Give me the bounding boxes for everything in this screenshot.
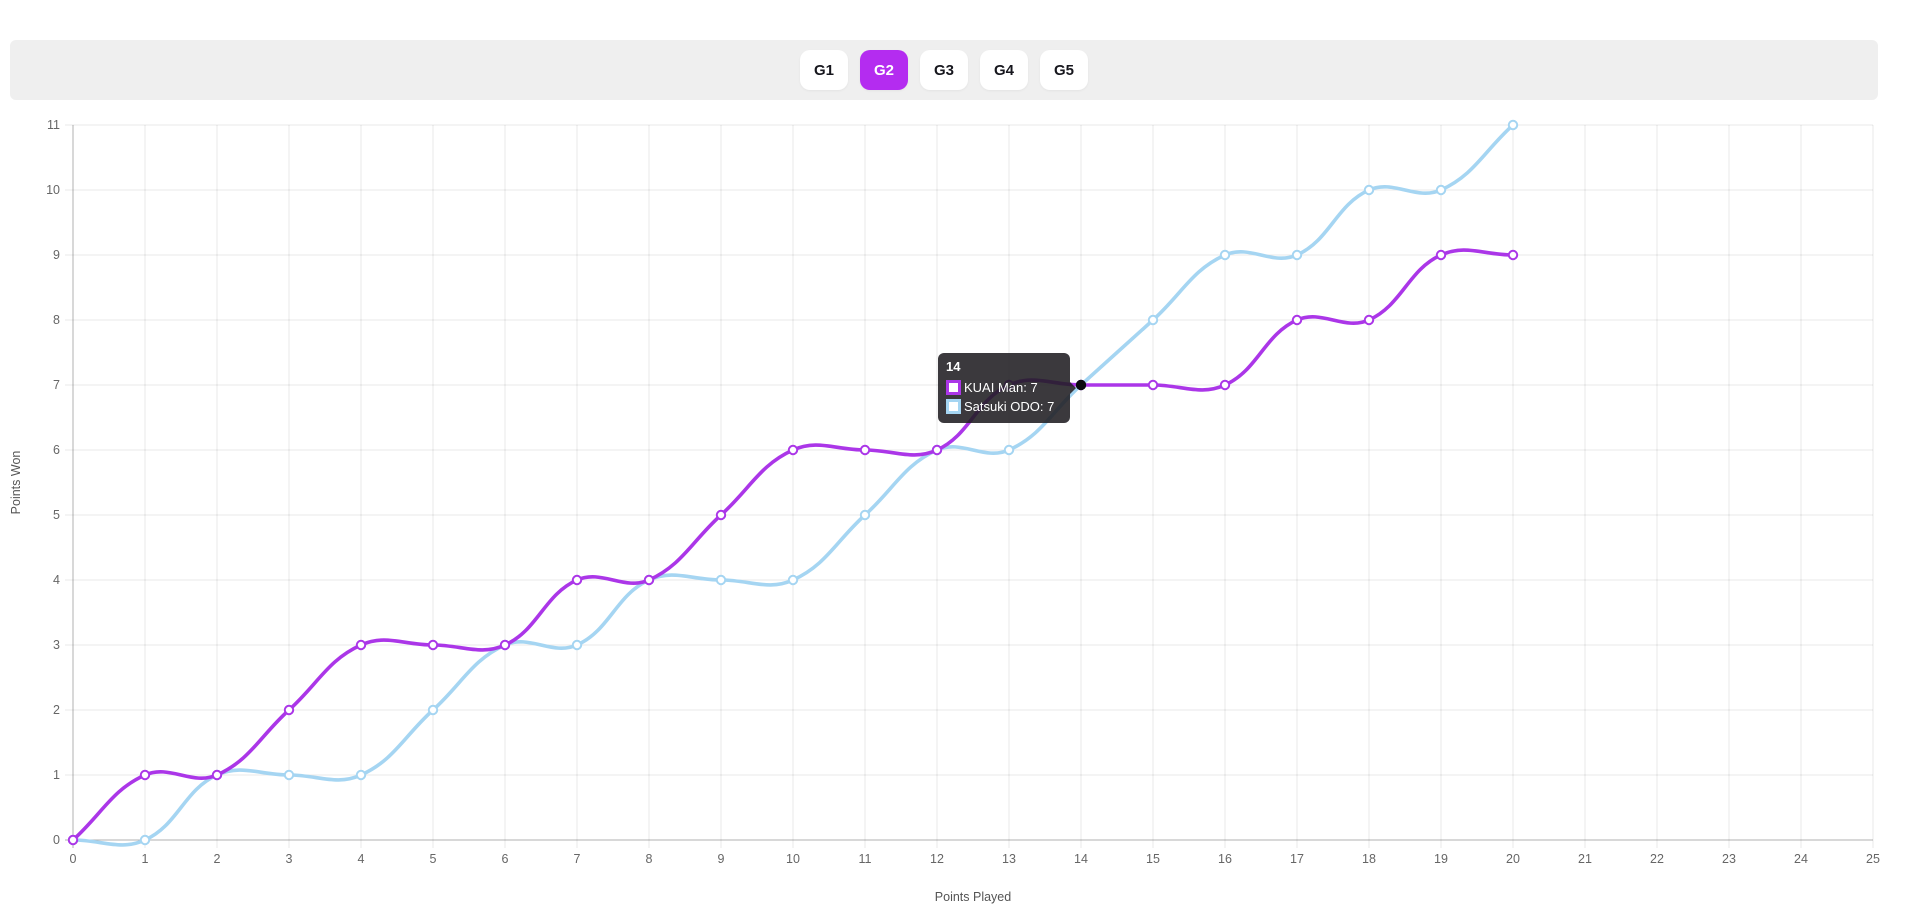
x-tick-label: 12 [930,852,944,866]
x-tick-label: 13 [1002,852,1016,866]
series-line-satsuki-odo [71,123,1515,847]
data-point-satsuki-odo [355,769,367,781]
game-button-g3[interactable]: G3 [920,50,968,90]
data-point-satsuki-odo [1507,119,1519,131]
x-tick-label: 4 [358,852,365,866]
active-point [1075,379,1087,391]
x-tick-label: 21 [1578,852,1592,866]
game-selector-bar: G1 G2 G3 G4 G5 [10,40,1878,100]
data-point-kuai-man [787,444,799,456]
y-tick-label: 10 [46,183,60,197]
x-tick-label: 10 [786,852,800,866]
data-point-kuai-man [67,834,79,846]
data-point-kuai-man [1147,379,1159,391]
data-point-kuai-man [355,639,367,651]
data-point-satsuki-odo [1219,249,1231,261]
data-point-satsuki-odo [139,834,151,846]
data-point-kuai-man [715,509,727,521]
x-tick-label: 9 [718,852,725,866]
x-tick-label: 3 [286,852,293,866]
data-point-satsuki-odo [715,574,727,586]
y-tick-label: 0 [53,833,60,847]
x-tick-label: 0 [70,852,77,866]
y-tick-label: 11 [47,118,60,132]
tooltip-rows: KUAI Man: 7 Satsuki ODO: 7 [946,378,1062,416]
tooltip-series-text: Satsuki ODO: 7 [964,399,1055,414]
tooltip-row: KUAI Man: 7 [946,378,1062,397]
data-point-kuai-man [859,444,871,456]
game-button-g1[interactable]: G1 [800,50,848,90]
y-tick-label: 5 [53,508,60,522]
data-point-kuai-man [643,574,655,586]
tooltip-row: Satsuki ODO: 7 [946,397,1062,416]
x-tick-label: 2 [214,852,221,866]
data-point-kuai-man [571,574,583,586]
tooltip-caret [1070,382,1076,394]
x-tick-label: 23 [1722,852,1736,866]
x-tick-label: 15 [1146,852,1160,866]
gridlines [65,124,1874,848]
data-point-satsuki-odo [1003,444,1015,456]
x-axis-title: Points Played [935,890,1011,904]
data-point-kuai-man [1507,249,1519,261]
x-tick-label: 11 [859,852,872,866]
data-point-satsuki-odo [571,639,583,651]
data-point-kuai-man [1363,314,1375,326]
data-point-kuai-man [1291,314,1303,326]
y-axis-title: Points Won [9,451,23,515]
x-tick-label: 14 [1074,852,1088,866]
tooltip-title: 14 [946,359,961,374]
data-point-satsuki-odo [787,574,799,586]
y-tick-label: 1 [53,768,60,782]
x-tick-label: 8 [646,852,653,866]
x-tick-label: 19 [1434,852,1448,866]
y-tick-label: 6 [53,443,60,457]
data-point-kuai-man [211,769,223,781]
x-tick-label: 22 [1650,852,1664,866]
y-tick-label: 7 [53,378,60,392]
data-point-satsuki-odo [283,769,295,781]
x-tick-label: 1 [142,852,149,866]
y-tick-label: 3 [53,638,60,652]
data-point-kuai-man [139,769,151,781]
data-point-kuai-man [499,639,511,651]
data-point-satsuki-odo [859,509,871,521]
tooltip-series-swatch [946,380,961,395]
chart-tooltip: 14 KUAI Man: 7 Satsuki ODO: 7 [938,353,1076,423]
data-point-kuai-man [1435,249,1447,261]
y-tick-label: 4 [53,573,60,587]
game-button-g4[interactable]: G4 [980,50,1028,90]
data-point-satsuki-odo [1291,249,1303,261]
data-point-satsuki-odo [427,704,439,716]
y-tick-label: 8 [53,313,60,327]
x-tick-label: 25 [1866,852,1880,866]
x-tick-label: 24 [1794,852,1808,866]
data-point-satsuki-odo [1147,314,1159,326]
tooltip-series-swatch [946,399,961,414]
x-tick-label: 5 [430,852,437,866]
data-point-satsuki-odo [1363,184,1375,196]
data-point-kuai-man [427,639,439,651]
data-point-kuai-man [1219,379,1231,391]
data-point-kuai-man [283,704,295,716]
tooltip-series-text: KUAI Man: 7 [964,380,1038,395]
series-line-kuai-man [71,248,1515,842]
y-tick-label: 9 [53,248,60,262]
x-tick-label: 20 [1506,852,1520,866]
x-tick-label: 17 [1290,852,1304,866]
x-tick-label: 16 [1218,852,1232,866]
data-point-kuai-man [931,444,943,456]
x-tick-label: 18 [1362,852,1376,866]
game-button-g5[interactable]: G5 [1040,50,1088,90]
x-tick-label: 6 [502,852,509,866]
x-tick-label: 7 [574,852,581,866]
tick-labels: 0 1 2 3 4 5 6 7 8 9 10 11 12 13 14 15 16 17 18 19 20 21 22 23 24… [46,118,1880,866]
data-point-satsuki-odo [1435,184,1447,196]
y-tick-label: 2 [53,703,60,717]
game-button-g2[interactable]: G2 [860,50,908,90]
